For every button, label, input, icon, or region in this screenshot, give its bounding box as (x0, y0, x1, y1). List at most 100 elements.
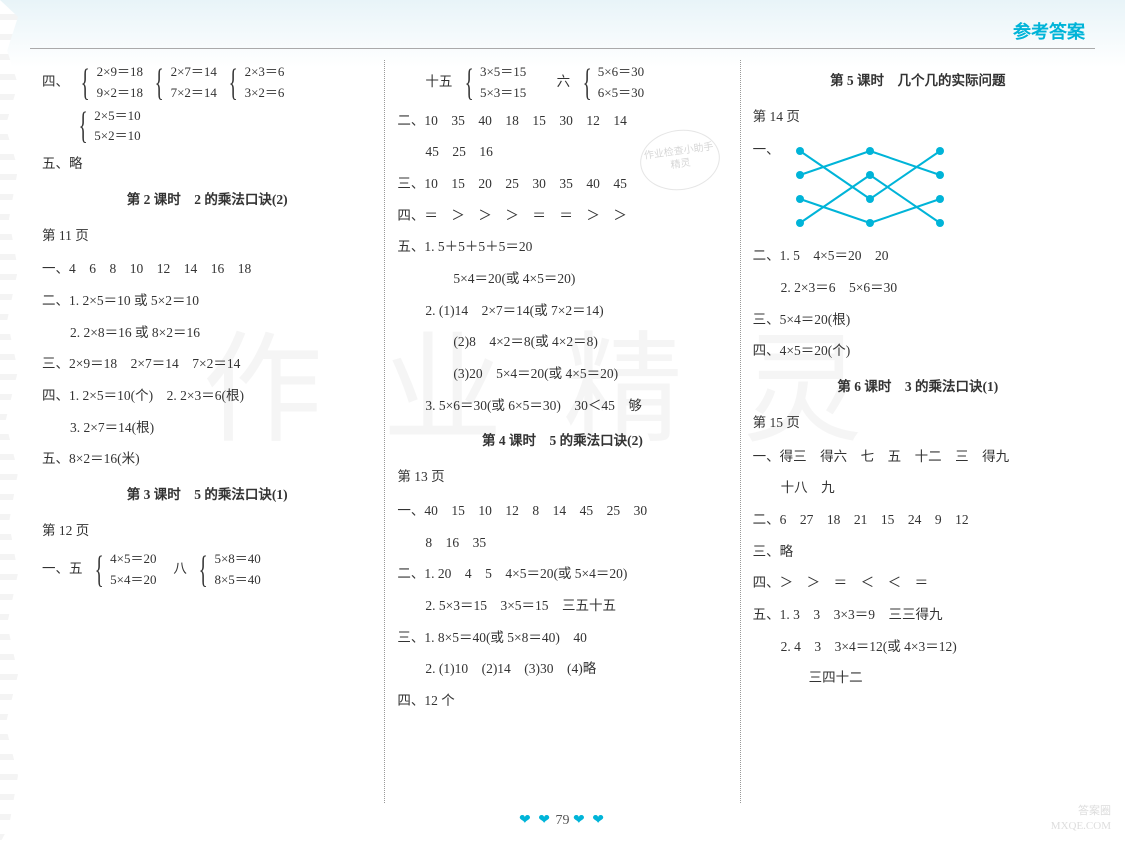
eq: 5×6＝30 (598, 62, 644, 83)
c2-l8: 2. (1)14 2×7＝14(或 7×2＝14) (397, 296, 727, 326)
column-2: 十五 { 3×5＝15 5×3＝15 六 { 5×6＝30 6×5＝30 二、1… (384, 60, 739, 803)
c2-l3: 45 25 16 (397, 137, 727, 167)
brace-icon: { (81, 68, 90, 98)
c2-l10: (3)20 5×4＝20(或 4×5＝20) (397, 359, 727, 389)
c3-l4: 三、5×4＝20(根) (753, 305, 1083, 335)
page-number: 79 (556, 813, 570, 828)
c3-l12: 2. 4 3 3×4＝12(或 4×3＝12) (753, 632, 1083, 662)
watermark-corner-bottom: MXQE.COM (1051, 819, 1111, 833)
c2-l2: 二、10 35 40 18 15 30 12 14 (397, 106, 727, 136)
c3-l2: 二、1. 5 4×5＝20 20 (753, 241, 1083, 271)
page-footer: ❤ ❤ 79 ❤ ❤ (0, 812, 1125, 829)
eq: 2×3＝6 (245, 62, 285, 83)
brace-content: 2×3＝6 3×2＝6 (245, 62, 285, 104)
header-rule (30, 48, 1095, 49)
brace-content: 5×8＝40 8×5＝40 (214, 549, 260, 591)
c3-l5: 四、4×5＝20(个) (753, 336, 1083, 366)
c3-page1: 第 14 页 (753, 102, 1083, 132)
c1-l11: 3. 2×7＝14(根) (42, 413, 372, 443)
c3-l3: 2. 2×3＝6 5×6＝30 (753, 273, 1083, 303)
c1-row: 一、五 { 4×5＝20 5×4＝20 八 { 5×8＝40 8×5＝40 (42, 549, 372, 591)
c2-l18: 四、12 个 (397, 686, 727, 716)
c3-l6: 一、得三 得六 七 五 十二 三 得九 (753, 442, 1083, 472)
c3-l10: 四、＞ ＞ ＝ ＜ ＜ ＝ (753, 568, 1083, 598)
c3-title2: 第 6 课时 3 的乘法口诀(1) (753, 372, 1083, 402)
c1-l13-prefix: 一、五 (42, 561, 83, 576)
brace-content: 2×9＝18 9×2＝18 (97, 62, 143, 104)
c1-l8: 2. 2×8＝16 或 8×2＝16 (42, 318, 372, 348)
c2-title1: 第 4 课时 5 的乘法口诀(2) (397, 426, 727, 456)
c2-l12: 一、40 15 10 12 8 14 45 25 30 (397, 496, 727, 526)
eq: 7×2＝14 (171, 83, 217, 104)
brace-content: 2×7＝14 7×2＝14 (171, 62, 217, 104)
watermark-corner: 答案圈 MXQE.COM (1051, 804, 1111, 833)
page-header: 参考答案 (1013, 18, 1085, 44)
c1-title2: 第 3 课时 5 的乘法口诀(1) (42, 480, 372, 510)
c3-l8: 二、6 27 18 21 15 24 9 12 (753, 505, 1083, 535)
c3-l9: 三、略 (753, 537, 1083, 567)
torn-edge (0, 0, 18, 843)
footer-deco-right-icon: ❤ ❤ (573, 813, 606, 828)
eq: 4×5＝20 (110, 549, 156, 570)
c1-row: { 2×5＝10 5×2＝10 (42, 106, 372, 148)
c1-l10: 四、1. 2×5＝10(个) 2. 2×3＝6(根) (42, 381, 372, 411)
eq: 5×8＝40 (214, 549, 260, 570)
brace-group: { 2×3＝6 3×2＝6 (220, 62, 284, 104)
c2-l11: 3. 5×6＝30(或 6×5＝30) 30＜45 够 (397, 391, 727, 421)
brace-icon: { (79, 111, 88, 141)
c3-l13: 三四十二 (753, 663, 1083, 693)
content-columns: 四、 { 2×9＝18 9×2＝18 { 2×7＝14 7×2＝14 { 2×3… (30, 60, 1095, 803)
brace-content: 5×6＝30 6×5＝30 (598, 62, 644, 104)
brace-icon: { (464, 68, 473, 98)
c2-l9: (2)8 4×2＝8(或 4×2＝8) (397, 327, 727, 357)
watermark-corner-top: 答案圈 (1051, 804, 1111, 818)
eq: 3×2＝6 (245, 83, 285, 104)
c1-row: 四、 { 2×9＝18 9×2＝18 { 2×7＝14 7×2＝14 { 2×3… (42, 62, 372, 104)
c1-l13-mid: 八 (173, 561, 187, 576)
brace-group: { 5×8＝40 8×5＝40 (190, 549, 261, 591)
c2-l16: 三、1. 8×5＝40(或 5×8＝40) 40 (397, 623, 727, 653)
c3-page2: 第 15 页 (753, 408, 1083, 438)
c1-title1: 第 2 课时 2 的乘法口诀(2) (42, 185, 372, 215)
eq: 9×2＝18 (97, 83, 143, 104)
c1-page2: 第 12 页 (42, 516, 372, 546)
footer-deco-left-icon: ❤ ❤ (519, 813, 552, 828)
column-1: 四、 { 2×9＝18 9×2＝18 { 2×7＝14 7×2＝14 { 2×3… (30, 60, 384, 803)
c1-l12: 五、8×2＝16(米) (42, 444, 372, 474)
brace-group: { 2×7＝14 7×2＝14 (146, 62, 217, 104)
c3-l7: 十八 九 (753, 473, 1083, 503)
c2-l17: 2. (1)10 (2)14 (3)30 (4)略 (397, 654, 727, 684)
c3-l1-prefix: 一、 (753, 135, 780, 165)
c1-l5: 五、略 (42, 149, 372, 179)
c1-page1: 第 11 页 (42, 221, 372, 251)
column-3: 第 5 课时 几个几的实际问题 第 14 页 一、 二、1. 5 4×5＝20 … (740, 60, 1095, 803)
c2-row: 十五 { 3×5＝15 5×3＝15 六 { 5×6＝30 6×5＝30 (397, 62, 727, 104)
brace-group: { 2×9＝18 9×2＝18 (72, 62, 143, 104)
eq: 2×9＝18 (97, 62, 143, 83)
brace-icon: { (94, 555, 103, 585)
c1-l7: 二、1. 2×5＝10 或 5×2＝10 (42, 286, 372, 316)
brace-icon: { (582, 68, 591, 98)
brace-content: 2×5＝10 5×2＝10 (94, 106, 140, 148)
c3-l1: 一、 (753, 135, 1083, 239)
eq: 2×5＝10 (94, 106, 140, 127)
brace-icon: { (199, 555, 208, 585)
brace-group: { 3×5＝15 5×3＝15 (456, 62, 527, 104)
eq: 5×2＝10 (94, 126, 140, 147)
c3-title1: 第 5 课时 几个几的实际问题 (753, 66, 1083, 96)
c2-l15: 2. 5×3＝15 3×5＝15 三五十五 (397, 591, 727, 621)
c2-l1-prefix: 十五 (425, 74, 452, 89)
c2-l14: 二、1. 20 4 5 4×5＝20(或 5×4＝20) (397, 559, 727, 589)
brace-icon: { (229, 68, 238, 98)
eq: 5×3＝15 (480, 83, 526, 104)
c1-l1-prefix: 四、 (42, 74, 69, 89)
brace-group: { 2×5＝10 5×2＝10 (70, 106, 141, 148)
brace-content: 4×5＝20 5×4＝20 (110, 549, 156, 591)
c2-l13: 8 16 35 (397, 528, 727, 558)
c1-l6: 一、4 6 8 10 12 14 16 18 (42, 254, 372, 284)
eq: 2×7＝14 (171, 62, 217, 83)
eq: 8×5＝40 (214, 570, 260, 591)
eq: 6×5＝30 (598, 83, 644, 104)
c2-l7: 5×4＝20(或 4×5＝20) (397, 264, 727, 294)
c2-page1: 第 13 页 (397, 462, 727, 492)
